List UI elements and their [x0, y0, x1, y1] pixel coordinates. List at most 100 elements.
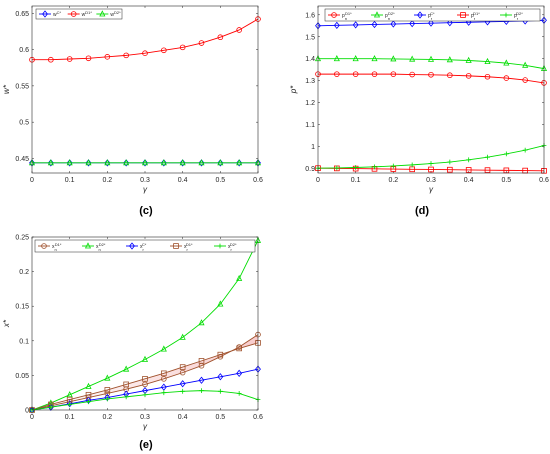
data-point — [67, 402, 73, 407]
x-tick-label: 0.4 — [178, 414, 188, 421]
legend-marker — [460, 12, 466, 18]
x-tick-label: 0.5 — [215, 414, 225, 421]
data-point — [371, 55, 378, 62]
data-point — [86, 399, 91, 405]
x-tick-label: 0.4 — [178, 177, 188, 184]
data-point — [85, 382, 92, 389]
data-point — [333, 55, 340, 62]
x-tick-label: 0.6 — [253, 177, 263, 184]
data-point — [48, 56, 54, 63]
y-tick-label: 0.65 — [15, 11, 29, 18]
data-point — [141, 159, 149, 166]
data-point — [85, 55, 92, 62]
series-line-2 — [31, 240, 259, 411]
legend-label: xnD2* — [96, 241, 106, 251]
y-tick-label: 0 — [25, 408, 29, 415]
x-tick-label: 0 — [30, 414, 34, 421]
data-point — [371, 20, 378, 29]
data-point — [123, 381, 129, 388]
data-point — [485, 154, 490, 160]
legend-box — [324, 8, 541, 22]
x-tick-label: 0.3 — [140, 177, 150, 184]
data-point — [503, 75, 510, 81]
data-point — [179, 333, 186, 340]
data-point — [390, 163, 396, 169]
x-tick-label: 0.2 — [388, 177, 398, 184]
data-point — [334, 165, 340, 171]
data-point — [198, 319, 205, 326]
data-point — [409, 162, 415, 168]
x-tick-label: 0.3 — [426, 177, 436, 184]
data-point — [503, 59, 510, 66]
x-tick-label: 0.3 — [140, 414, 150, 421]
data-point — [427, 55, 435, 62]
legend-label: pnD2* — [385, 10, 395, 20]
data-point — [409, 19, 416, 28]
data-point — [522, 77, 528, 83]
data-point — [236, 274, 243, 281]
y-tick-label: 1 — [311, 144, 315, 151]
panel-d-caption: (d) — [415, 205, 429, 217]
data-point — [104, 159, 111, 167]
data-point — [447, 166, 453, 173]
data-point — [333, 21, 340, 29]
data-point — [179, 364, 186, 370]
x-tick-label: 0.2 — [102, 177, 112, 184]
x-tick-label: 0 — [30, 177, 34, 184]
y-tick-label: 0.25 — [15, 235, 29, 242]
data-point — [123, 159, 130, 166]
x-tick-label: 0.6 — [539, 177, 549, 184]
data-point — [466, 157, 472, 163]
data-point — [334, 71, 340, 77]
data-point — [179, 380, 186, 388]
series-line-3 — [317, 19, 545, 27]
data-point — [142, 376, 148, 382]
data-point — [104, 396, 110, 402]
data-point — [198, 376, 205, 384]
data-point — [236, 27, 242, 33]
data-point — [428, 161, 434, 166]
data-point — [66, 159, 73, 166]
legend-label: prD2* — [514, 10, 523, 20]
data-point — [179, 44, 186, 51]
data-point — [352, 21, 359, 29]
data-point — [353, 165, 359, 170]
data-point — [198, 40, 205, 46]
data-point — [47, 159, 54, 167]
data-point — [217, 373, 224, 381]
legend-marker — [373, 11, 381, 18]
data-point — [217, 159, 224, 166]
plot-frame — [31, 236, 259, 411]
data-point — [160, 345, 167, 352]
panel-c-chart: 0 0.1 0.2 0.3 0.4 0.5 0.6 0.45 0.5 0.55 0.6 0.65 γ w*… — [2, 5, 263, 194]
data-point — [104, 159, 111, 166]
y-tick-label: 0.9 — [305, 166, 315, 173]
y-tick-label: 1.1 — [305, 122, 315, 129]
data-point — [428, 19, 434, 27]
y-tick-label: 1.5 — [305, 34, 315, 41]
legend-marker — [331, 12, 337, 18]
data-point — [503, 151, 509, 157]
y-tick-label: 0.6 — [19, 47, 29, 54]
data-point — [142, 392, 148, 398]
legend-marker — [173, 243, 179, 249]
legend: wC* wD1* wD2* — [35, 8, 123, 20]
data-point — [85, 391, 92, 398]
data-point — [66, 159, 73, 167]
data-point — [123, 394, 129, 400]
legend-box — [34, 239, 256, 253]
series-line-4 — [31, 342, 259, 411]
data-point — [371, 71, 378, 77]
data-point — [428, 166, 434, 173]
x-axis-label: γ — [429, 185, 434, 194]
legend-label: pnD1* — [342, 10, 352, 20]
data-point — [217, 159, 224, 167]
data-point — [447, 72, 453, 79]
data-point — [522, 147, 528, 153]
data-point — [142, 50, 148, 56]
data-point — [522, 61, 529, 68]
data-point — [161, 390, 167, 396]
data-point — [142, 159, 148, 167]
y-tick-label: 1.2 — [305, 100, 315, 107]
